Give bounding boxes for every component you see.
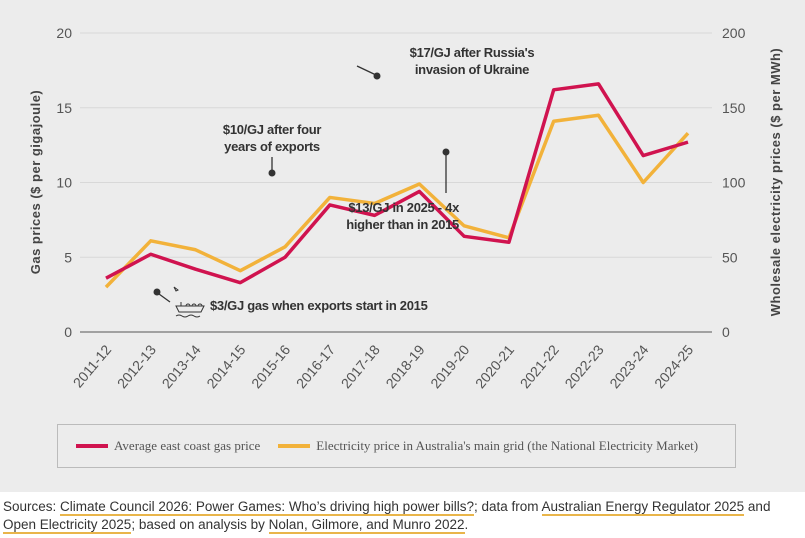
y-tick-label: 10 xyxy=(56,175,72,191)
y-tick-label: 15 xyxy=(56,100,72,116)
x-tick-label: 2014-15 xyxy=(203,341,248,391)
y2-tick-label: 200 xyxy=(722,25,746,41)
y2-tick-label: 100 xyxy=(722,175,746,191)
sources-caption: Sources: Climate Council 2026: Power Gam… xyxy=(3,498,803,534)
series-line-gas xyxy=(105,82,689,285)
annotation-exports: years of exports xyxy=(224,139,320,154)
annotation-2025: higher than in 2015 xyxy=(346,217,459,232)
line-chart: 0 0 5 50 10 100 15 150 20 200 2011-12 2012-13 2013-1… xyxy=(28,25,783,391)
y2-axis-label: Wholesale electricity prices ($ per MWh) xyxy=(768,48,783,317)
chart-panel xyxy=(0,0,805,492)
annotation-dot xyxy=(153,288,161,296)
y-axis-label: Gas prices ($ per gigajoule) xyxy=(28,90,43,275)
annotation-2015: $3/GJ gas when exports start in 2015 xyxy=(210,298,428,313)
legend: Average east coast gas price Electricity… xyxy=(57,424,736,468)
x-tick-label: 2021-22 xyxy=(517,341,562,391)
annotation-pointer xyxy=(356,65,377,76)
link-aer[interactable]: Australian Energy Regulator 2025 xyxy=(541,499,745,516)
link-nolan[interactable]: Nolan, Gilmore, and Munro 2022 xyxy=(268,517,465,534)
x-tick-label: 2024-25 xyxy=(651,341,696,391)
annotation-dot xyxy=(442,148,450,156)
x-tick-label: 2012-13 xyxy=(114,341,159,391)
annotation-2025: $13/GJ in 2025 - 4x xyxy=(348,200,460,215)
sources-text: ; based on analysis by xyxy=(131,517,269,532)
link-open-electricity[interactable]: Open Electricity 2025 xyxy=(3,517,132,534)
y-tick-label: 20 xyxy=(56,25,72,41)
legend-swatch-gas xyxy=(76,444,108,448)
x-tick-label: 2023-24 xyxy=(606,341,651,391)
annotation-ukraine: $17/GJ after Russia's xyxy=(410,45,535,60)
sources-text: and xyxy=(744,499,771,514)
legend-label-electricity: Electricity price in Australia's main gr… xyxy=(316,438,699,453)
x-tick-label: 2019-20 xyxy=(427,341,472,391)
x-tick-label: 2015-16 xyxy=(248,341,293,391)
y-tick-label: 0 xyxy=(64,324,72,340)
annotation-ukraine: invasion of Ukraine xyxy=(415,62,529,77)
x-tick-label: 2022-23 xyxy=(561,341,606,391)
x-tick-label: 2018-19 xyxy=(382,341,427,391)
x-tick-label: 2017-18 xyxy=(338,341,383,391)
annotation-pointer xyxy=(158,293,171,303)
series-line-electricity xyxy=(104,113,690,289)
annotation-dot xyxy=(373,72,381,80)
x-tick-label: 2016-17 xyxy=(293,341,338,391)
y2-tick-label: 50 xyxy=(722,249,738,265)
annotation-dot xyxy=(268,169,276,177)
y2-tick-label: 0 xyxy=(722,324,730,340)
link-climate-council[interactable]: Climate Council 2026: Power Games: Who’s… xyxy=(60,499,474,516)
legend-swatch-electricity xyxy=(278,444,311,448)
sources-prefix: Sources: xyxy=(3,499,61,514)
y2-tick-label: 150 xyxy=(722,100,746,116)
y-tick-label: 5 xyxy=(64,249,72,265)
annotation-exports: $10/GJ after four xyxy=(223,122,321,137)
sources-text: ; data from xyxy=(473,499,542,514)
ship-icon xyxy=(173,286,205,318)
x-tick-label: 2011-12 xyxy=(70,341,115,390)
sources-text: . xyxy=(464,517,469,532)
x-tick-label: 2013-14 xyxy=(159,341,204,391)
legend-label-gas: Average east coast gas price xyxy=(114,438,261,453)
x-tick-label: 2020-21 xyxy=(472,341,517,391)
